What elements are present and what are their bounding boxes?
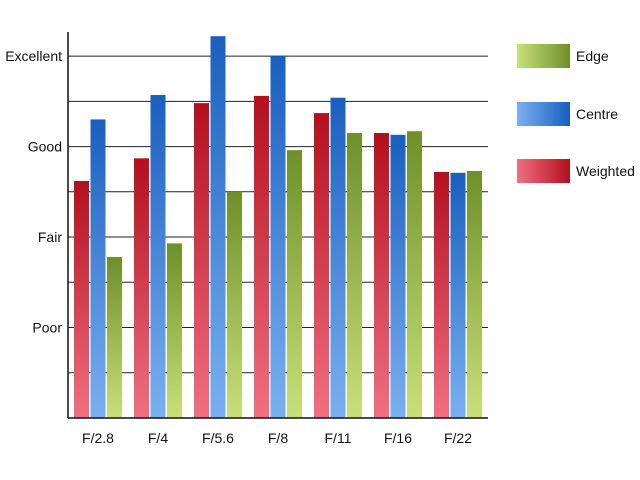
legend-label: Weighted	[576, 163, 635, 179]
bar-group-f-11	[314, 97, 362, 418]
y-tick-label: Poor	[32, 320, 62, 336]
x-tick-label: F/5.6	[202, 430, 234, 446]
x-tick-label: F/22	[444, 430, 472, 446]
y-tick-label: Good	[28, 139, 62, 155]
x-tick-label: F/11	[325, 430, 352, 446]
legend-swatch	[517, 44, 570, 68]
legend-item-centre: Centre	[517, 102, 618, 126]
x-tick-label: F/4	[148, 430, 168, 446]
bar-group-f-4	[134, 95, 182, 419]
bar-weighted	[194, 103, 209, 419]
bar-weighted	[434, 171, 449, 418]
bar-centre	[90, 119, 106, 418]
legend-label: Edge	[576, 48, 609, 64]
x-category-labels: F/2.8 F/4 F/5.6 F/8 F/11 F/16 F/22	[82, 430, 472, 446]
legend-item-edge: Edge	[517, 44, 609, 68]
axes	[67, 32, 488, 419]
bar-group-f-22	[434, 171, 482, 418]
bar-edge	[167, 243, 182, 418]
bar-centre	[270, 56, 286, 418]
x-tick-label: F/8	[268, 430, 288, 446]
bar-centre	[330, 97, 346, 418]
bar-group-f-5-6	[194, 36, 242, 419]
bar-edge	[287, 150, 302, 418]
x-tick-label: F/2.8	[82, 430, 114, 446]
bar-group-f-8	[254, 56, 302, 419]
bar-centre	[150, 95, 166, 418]
x-tick-label: F/16	[384, 430, 412, 446]
bar-edge	[107, 256, 122, 418]
legend-swatch	[517, 102, 570, 126]
bar-centre	[390, 134, 406, 419]
bar-edge	[467, 171, 482, 418]
bars	[74, 36, 482, 419]
bar-edge	[227, 191, 242, 418]
bar-edge	[407, 131, 422, 418]
bar-weighted	[134, 158, 149, 419]
bar-group-f-2-8	[74, 119, 122, 418]
y-tick-label: Fair	[38, 229, 62, 245]
bar-group-f-16	[374, 131, 422, 419]
bar-centre	[450, 172, 466, 418]
y-tick-label: Excellent	[5, 48, 62, 64]
y-tick-labels: Poor Fair Good Excellent	[5, 48, 62, 335]
bar-weighted	[74, 180, 89, 418]
bar-weighted	[314, 113, 329, 418]
legend-swatch	[517, 159, 570, 183]
bar-weighted	[374, 133, 389, 418]
bar-weighted	[254, 95, 269, 419]
legend: Edge Centre Weighted	[517, 44, 635, 183]
bar-edge	[347, 133, 362, 418]
bar-centre	[210, 36, 226, 418]
legend-label: Centre	[576, 106, 618, 122]
legend-item-weighted: Weighted	[517, 159, 635, 183]
